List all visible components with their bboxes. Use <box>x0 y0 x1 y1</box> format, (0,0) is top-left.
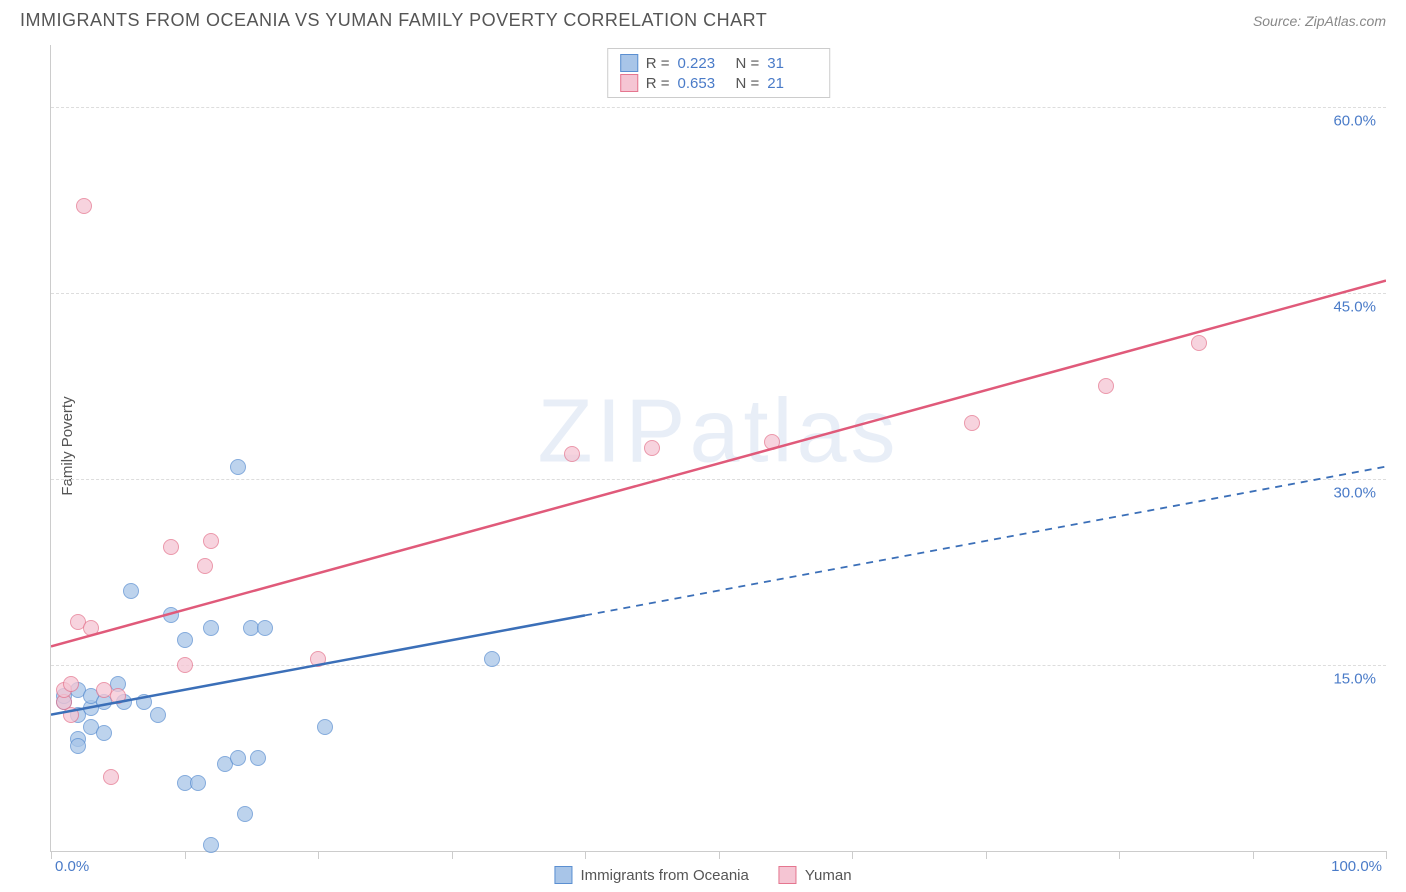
scatter-point <box>230 750 246 766</box>
chart-plot-area: ZIPatlas 15.0%30.0%45.0%60.0% R =0.223N … <box>50 45 1386 852</box>
series-legend: Immigrants from Oceania Yuman <box>554 866 851 884</box>
r-value: 0.223 <box>678 55 728 72</box>
legend-stat-row: R = 0.653 N = 21 <box>620 73 818 93</box>
scatter-point <box>203 620 219 636</box>
scatter-point <box>484 651 500 667</box>
x-axis-min-label: 0.0% <box>55 858 89 875</box>
x-tick <box>1386 851 1387 859</box>
scatter-point <box>76 198 92 214</box>
scatter-layer <box>51 45 1386 851</box>
legend-series-label: Yuman <box>805 867 852 884</box>
scatter-point <box>103 769 119 785</box>
legend-swatch <box>620 74 638 92</box>
scatter-point <box>136 694 152 710</box>
scatter-point <box>317 719 333 735</box>
x-tick <box>452 851 453 859</box>
scatter-point <box>230 459 246 475</box>
scatter-point <box>190 775 206 791</box>
legend-series-item: Yuman <box>779 866 852 884</box>
scatter-point <box>163 607 179 623</box>
legend-swatch <box>779 866 797 884</box>
x-tick <box>185 851 186 859</box>
r-value: 0.653 <box>678 75 728 92</box>
x-tick <box>585 851 586 859</box>
scatter-point <box>964 415 980 431</box>
scatter-point <box>177 657 193 673</box>
x-tick <box>852 851 853 859</box>
legend-swatch <box>554 866 572 884</box>
n-value: 31 <box>767 55 817 72</box>
correlation-legend: R = 0.223 N = 31 R = 0.653 N = 21 <box>607 48 831 98</box>
r-label: R = <box>646 75 670 92</box>
x-tick <box>51 851 52 859</box>
scatter-point <box>1191 335 1207 351</box>
n-label: N = <box>736 55 760 72</box>
scatter-point <box>203 533 219 549</box>
n-value: 21 <box>767 75 817 92</box>
legend-series-label: Immigrants from Oceania <box>580 867 748 884</box>
scatter-point <box>237 806 253 822</box>
scatter-point <box>203 837 219 853</box>
r-label: R = <box>646 55 670 72</box>
legend-series-item: Immigrants from Oceania <box>554 866 748 884</box>
scatter-point <box>257 620 273 636</box>
legend-swatch <box>620 54 638 72</box>
n-label: N = <box>736 75 760 92</box>
scatter-point <box>764 434 780 450</box>
x-tick <box>1119 851 1120 859</box>
x-tick <box>986 851 987 859</box>
legend-stat-row: R = 0.223 N = 31 <box>620 53 818 73</box>
scatter-point <box>63 676 79 692</box>
scatter-point <box>70 738 86 754</box>
x-axis-max-label: 100.0% <box>1331 858 1382 875</box>
scatter-point <box>177 632 193 648</box>
scatter-point <box>250 750 266 766</box>
scatter-point <box>197 558 213 574</box>
x-tick <box>719 851 720 859</box>
scatter-point <box>110 688 126 704</box>
scatter-point <box>63 707 79 723</box>
scatter-point <box>96 725 112 741</box>
scatter-point <box>564 446 580 462</box>
scatter-point <box>644 440 660 456</box>
scatter-point <box>1098 378 1114 394</box>
x-tick <box>318 851 319 859</box>
chart-title: IMMIGRANTS FROM OCEANIA VS YUMAN FAMILY … <box>20 10 767 31</box>
scatter-point <box>123 583 139 599</box>
scatter-point <box>310 651 326 667</box>
scatter-point <box>150 707 166 723</box>
scatter-point <box>163 539 179 555</box>
scatter-point <box>83 620 99 636</box>
source-label: Source: ZipAtlas.com <box>1253 13 1386 29</box>
x-tick <box>1253 851 1254 859</box>
